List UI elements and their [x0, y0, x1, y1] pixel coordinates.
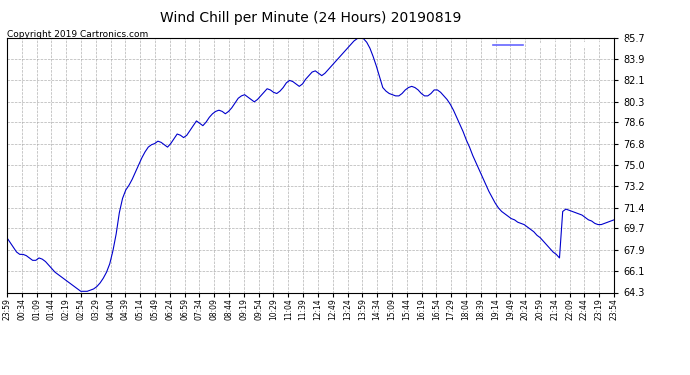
- Text: Copyright 2019 Cartronics.com: Copyright 2019 Cartronics.com: [7, 30, 148, 39]
- Text: Temperature  (°F): Temperature (°F): [533, 40, 639, 50]
- Text: Wind Chill per Minute (24 Hours) 20190819: Wind Chill per Minute (24 Hours) 2019081…: [160, 11, 461, 25]
